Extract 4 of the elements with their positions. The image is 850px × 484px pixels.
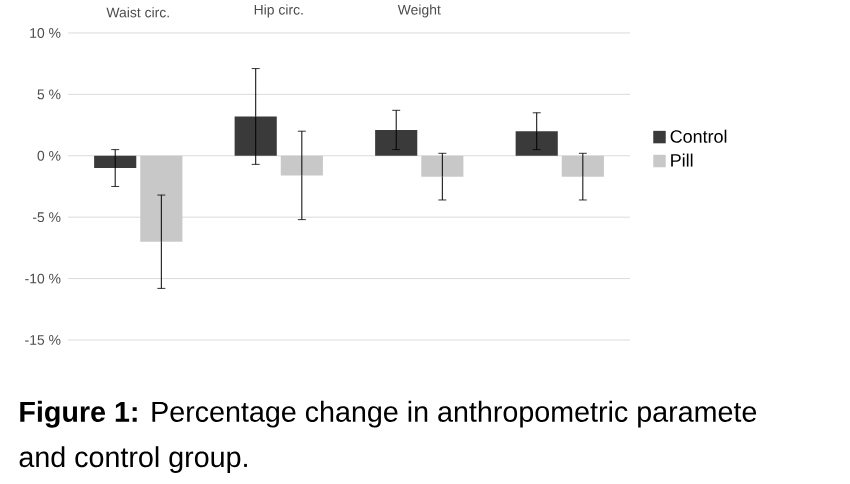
legend-label: Control <box>670 129 727 143</box>
text: and control group. <box>19 445 247 473</box>
legend-label: Pill <box>671 153 693 167</box>
text: Figure 1: Percentage change in anthropometric paramete <box>20 400 757 428</box>
